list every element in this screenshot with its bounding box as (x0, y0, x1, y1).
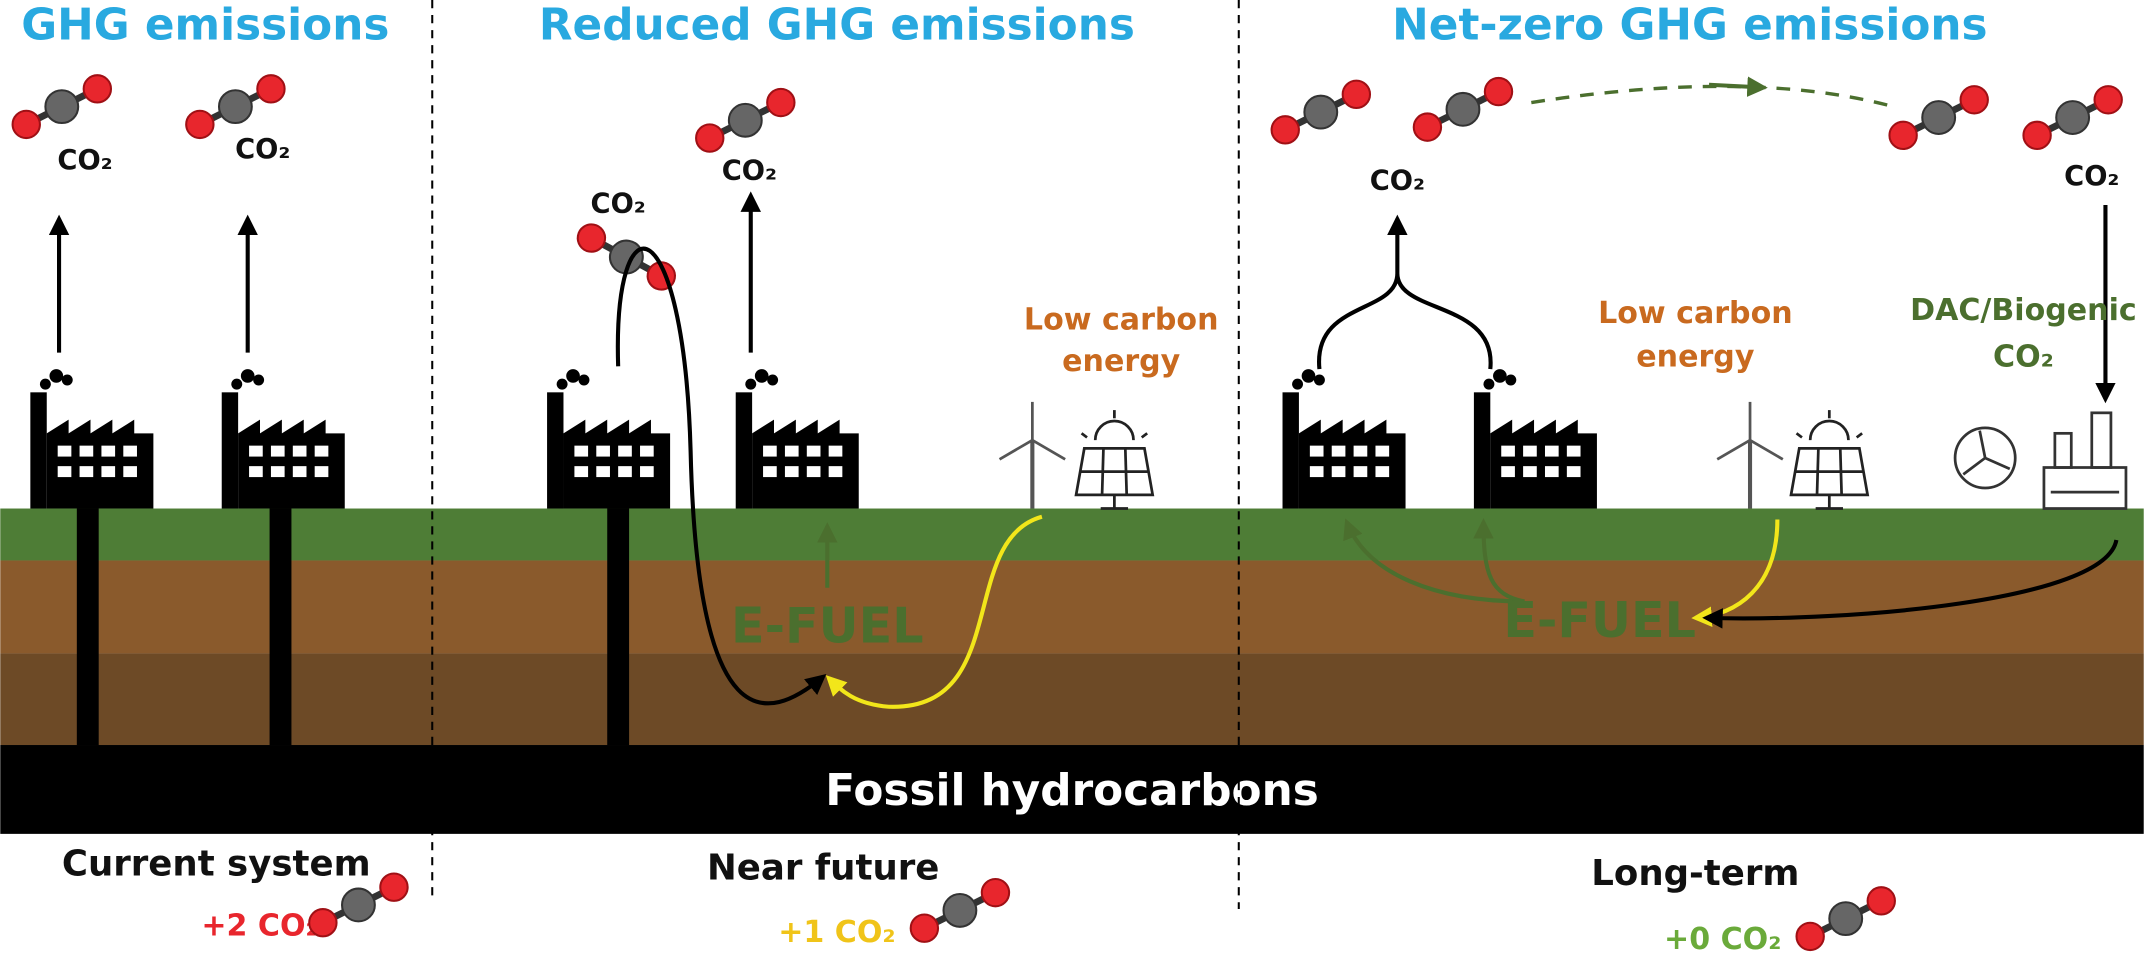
panel-caption: Current system (62, 843, 371, 884)
flows (48, 76, 2119, 709)
panel-title: GHG emissions (21, 0, 389, 50)
efuel-label: E-FUEL (1503, 591, 1696, 649)
co2-label: CO₂ (235, 134, 290, 165)
co2-label: CO₂ (1370, 165, 1425, 196)
energy-label: energy (1636, 340, 1755, 375)
energy-label: energy (1062, 344, 1181, 379)
deep-soil (0, 653, 2144, 746)
balance: +2 CO₂ (201, 908, 318, 943)
panel-title: Net-zero GHG emissions (1392, 0, 1987, 50)
energy-icons (1000, 402, 2128, 509)
dac-label: CO₂ (1993, 340, 2054, 375)
balance: +0 CO₂ (1664, 922, 1781, 957)
co2-label: CO₂ (57, 145, 112, 176)
balance: +1 CO₂ (778, 915, 895, 950)
co2-label: CO₂ (591, 189, 646, 220)
energy-label: Low carbon (1598, 296, 1793, 331)
panel-caption: Long-term (1591, 853, 1799, 894)
factories (30, 369, 1597, 746)
reservoir (0, 745, 2144, 834)
dac-label: DAC/Biogenic (1910, 293, 2137, 328)
grass (0, 508, 2144, 561)
panel-title: Reduced GHG emissions (539, 0, 1135, 50)
co2-label: CO₂ (722, 156, 777, 187)
energy-label: Low carbon (1024, 303, 1219, 338)
reservoir-label: Fossil hydrocarbons (825, 765, 1319, 816)
co2-label: CO₂ (2064, 161, 2119, 192)
soil (0, 560, 2144, 654)
efuel-label: E-FUEL (731, 596, 924, 654)
panel-caption: Near future (707, 847, 939, 888)
